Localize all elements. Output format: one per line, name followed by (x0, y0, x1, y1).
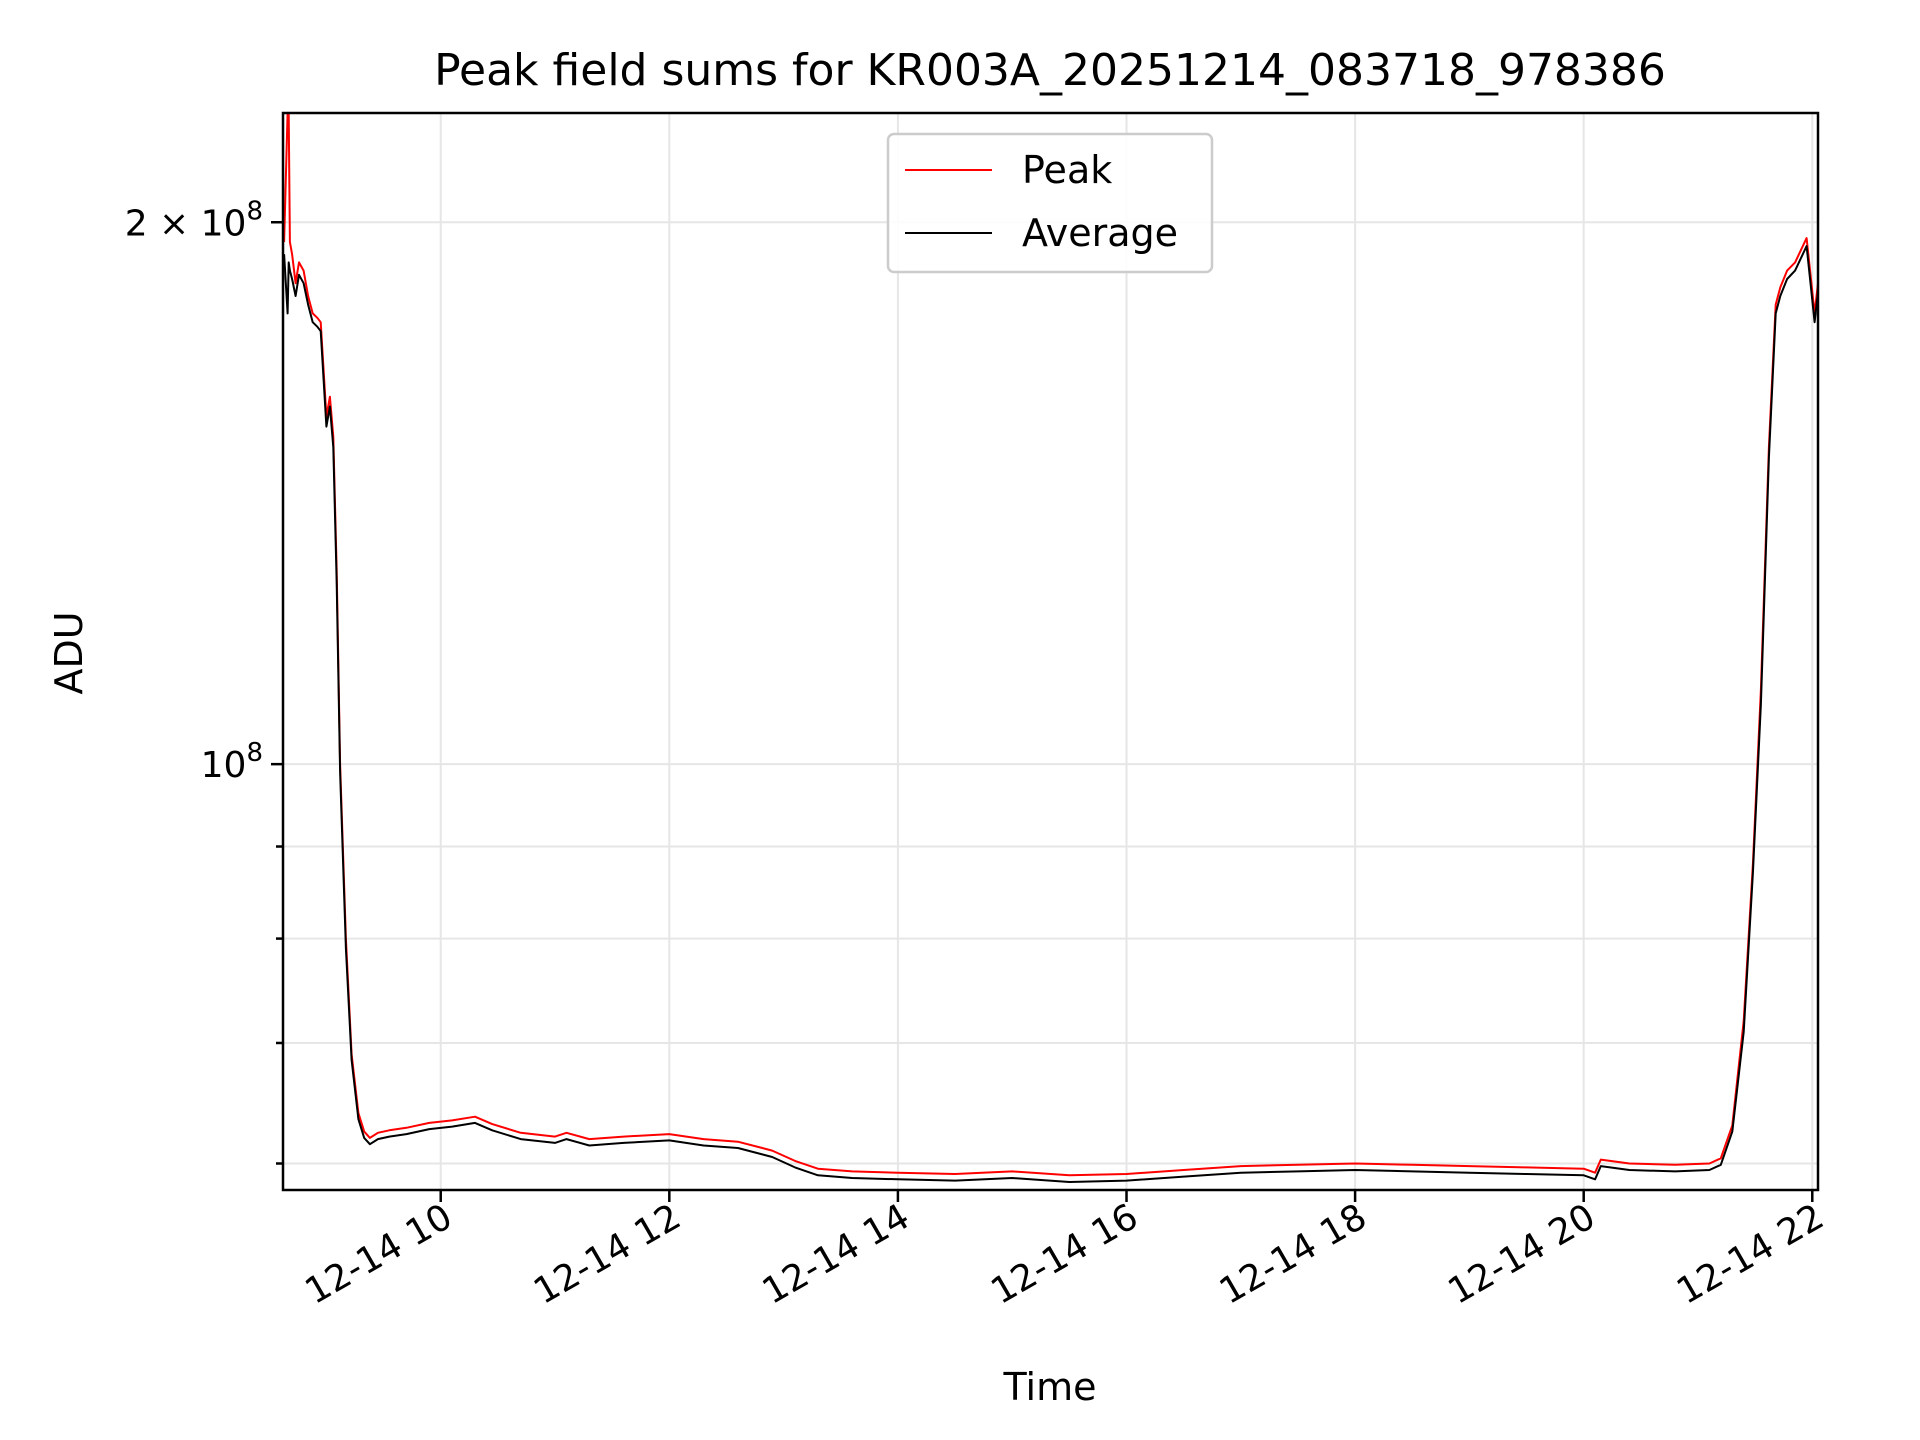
y-tick-label: 2 × 108 (125, 196, 263, 244)
legend-box (886, 132, 1214, 274)
grid (283, 113, 1818, 1190)
plot-series (283, 113, 1818, 1183)
y-tick-label: 108 (201, 738, 263, 786)
y-axis-label: ADU (47, 611, 91, 694)
legend-label-average: Average (1022, 211, 1178, 255)
series-line-average (283, 245, 1818, 1183)
x-axis-label: Time (1003, 1365, 1097, 1409)
legend: Peak Average (886, 132, 1214, 274)
chart-title: Peak field sums for KR003A_20251214_0837… (434, 45, 1666, 96)
plot-frame (281, 111, 1820, 1192)
legend-label-peak: Peak (1022, 148, 1112, 192)
